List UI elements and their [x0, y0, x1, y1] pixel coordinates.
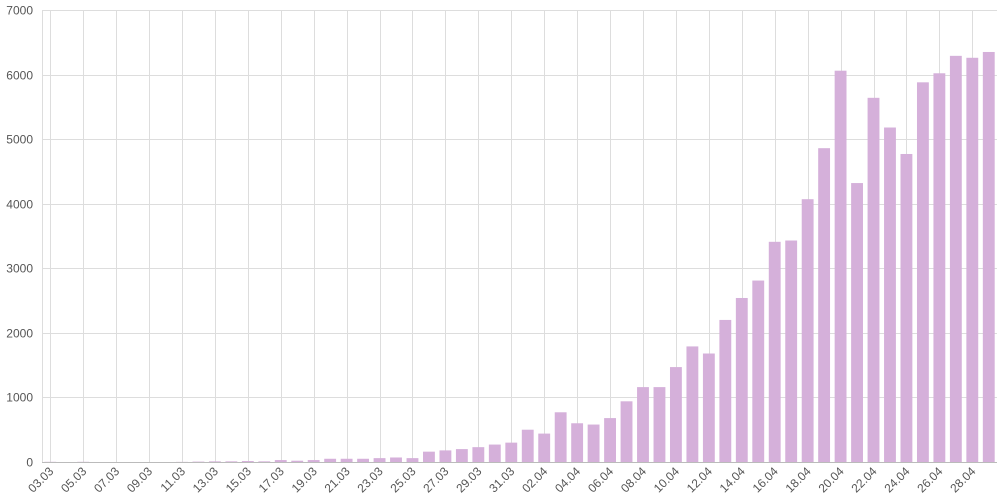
- bar-11.04: [686, 346, 699, 462]
- bar-17.04: [785, 240, 798, 462]
- x-tick-label: 08.04: [618, 464, 649, 495]
- bar-19.04: [818, 148, 831, 462]
- x-tick-label: 29.03: [453, 464, 484, 495]
- x-tick-label: 20.04: [816, 464, 847, 495]
- bar-09.04: [653, 387, 666, 462]
- y-tick-label: 7000: [6, 4, 33, 18]
- bar-20.04: [834, 70, 847, 462]
- x-tick-label: 10.04: [651, 464, 682, 495]
- bar-25.04: [916, 82, 929, 462]
- bar-22.03: [357, 458, 370, 462]
- bar-22.04: [867, 97, 880, 462]
- bar-30.03: [488, 444, 501, 462]
- y-tick-label: 1000: [6, 391, 33, 405]
- bar-23.03: [373, 458, 386, 462]
- x-tick-label: 07.03: [91, 464, 122, 495]
- bar-27.03: [439, 450, 452, 462]
- x-tick-label: 02.04: [519, 464, 550, 495]
- y-tick-label: 3000: [6, 262, 33, 276]
- bar-26.03: [423, 451, 435, 462]
- bar-12.04: [702, 353, 715, 462]
- x-tick-label: 19.03: [289, 464, 320, 495]
- bar-18.04: [801, 199, 814, 462]
- bar-26.04: [933, 73, 946, 462]
- bar-08.04: [637, 387, 649, 462]
- bar-21.03: [340, 458, 353, 462]
- bar-14.03: [225, 461, 238, 462]
- bar-13.03: [208, 461, 221, 462]
- bar-04.04: [571, 423, 584, 462]
- x-tick-label: 31.03: [486, 464, 517, 495]
- bar-15.03: [241, 461, 254, 462]
- bar-05.04: [587, 424, 600, 462]
- bar-27.04: [949, 55, 962, 462]
- y-tick-label: 0: [26, 456, 33, 470]
- bar-07.04: [620, 401, 633, 462]
- x-tick-label: 05.03: [58, 464, 89, 495]
- x-tick-label: 17.03: [256, 464, 287, 495]
- x-tick-label: 04.04: [552, 464, 583, 495]
- bar-14.04: [735, 297, 748, 462]
- grid-layer: [42, 10, 997, 463]
- x-tick-label: 18.04: [783, 464, 814, 495]
- bar-24.04: [900, 153, 913, 463]
- x-tick-label: 25.03: [387, 464, 418, 495]
- bar-28.04: [966, 57, 979, 462]
- x-tick-label: 14.04: [717, 464, 748, 495]
- bar-20.03: [324, 458, 337, 462]
- x-tick-label: 24.04: [881, 464, 912, 495]
- bar-02.04: [538, 433, 551, 462]
- bar-16.04: [768, 241, 781, 462]
- bar-28.03: [455, 449, 468, 462]
- bar-21.04: [851, 183, 863, 463]
- bar-29.03: [472, 447, 485, 462]
- bar-10.04: [669, 367, 682, 462]
- x-tick-label: 09.03: [124, 464, 155, 495]
- bar-06.04: [604, 418, 616, 462]
- x-tick-label: 23.03: [355, 464, 386, 495]
- y-tick-label: 4000: [6, 198, 33, 212]
- bar-16.03: [258, 461, 271, 462]
- x-tick-label: 27.03: [420, 464, 451, 495]
- bar-31.03: [505, 442, 518, 462]
- bar-18.03: [291, 460, 304, 462]
- y-tick-label: 6000: [6, 69, 33, 83]
- x-tick-label: 26.04: [914, 464, 945, 495]
- bar-25.03: [406, 458, 419, 462]
- x-tick-label: 28.04: [947, 464, 978, 495]
- bar-15.04: [752, 280, 765, 462]
- bar-23.04: [884, 127, 896, 463]
- y-tick-label: 5000: [6, 133, 33, 147]
- bar-19.03: [307, 460, 320, 462]
- x-tick-label: 06.04: [585, 464, 616, 495]
- bar-13.04: [719, 319, 732, 462]
- y-tick-label: 2000: [6, 327, 33, 341]
- bar-17.03: [274, 460, 287, 462]
- bar-29.04: [982, 51, 995, 462]
- bar-03.04: [554, 412, 567, 462]
- bar-layer: [44, 51, 995, 463]
- x-tick-label: 13.03: [190, 464, 221, 495]
- bar-24.03: [390, 457, 402, 462]
- bar-01.04: [521, 429, 534, 462]
- x-tick-label: 21.03: [322, 464, 353, 495]
- x-tick-label: 22.04: [848, 464, 879, 495]
- x-tick-label: 12.04: [684, 464, 715, 495]
- x-tick-label: 11.03: [158, 464, 189, 495]
- x-tick-label: 15.03: [223, 464, 254, 495]
- x-tick-label: 16.04: [750, 464, 781, 495]
